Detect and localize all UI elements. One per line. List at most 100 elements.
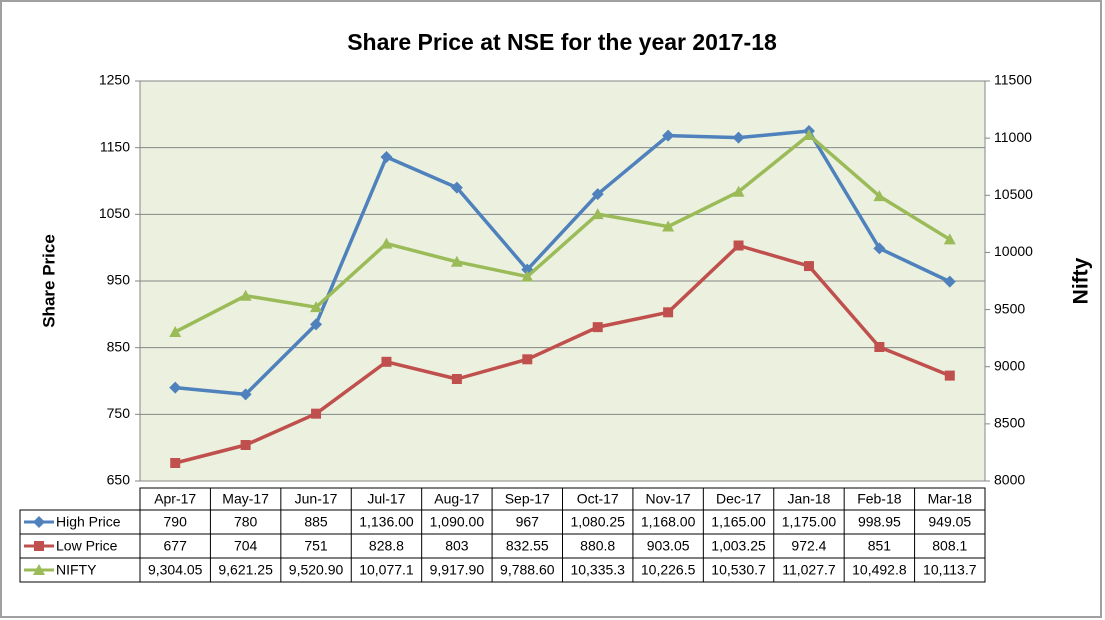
table-value: 780 — [234, 514, 258, 530]
x-tick-label: May-17 — [222, 491, 269, 507]
table-value: 704 — [234, 538, 258, 554]
marker — [592, 322, 603, 333]
y-tick-label: 950 — [107, 272, 131, 288]
table-value: 1,168.00 — [641, 514, 696, 530]
marker — [239, 289, 252, 301]
table-value: 949.05 — [928, 514, 971, 530]
marker — [873, 242, 886, 255]
y2-tick-label: 8500 — [994, 415, 1025, 431]
table-value: 751 — [304, 538, 328, 554]
x-tick-label: Sep-17 — [505, 491, 550, 507]
y-tick-label: 750 — [107, 405, 131, 421]
y2-tick-label: 9000 — [994, 357, 1025, 373]
y-tick-label: 650 — [107, 472, 131, 488]
legend-label: NIFTY — [56, 562, 97, 578]
marker — [521, 270, 534, 282]
legend-label: Low Price — [56, 538, 118, 554]
marker — [450, 255, 463, 267]
marker — [944, 370, 955, 381]
marker — [34, 541, 44, 551]
marker — [170, 458, 181, 468]
legend-label: High Price — [56, 514, 121, 530]
marker — [943, 275, 956, 288]
table-value: 967 — [516, 514, 540, 530]
table-value: 972.4 — [791, 538, 826, 554]
y2-tick-label: 8000 — [994, 472, 1025, 488]
x-tick-label: Jun-17 — [295, 491, 338, 507]
marker — [803, 261, 814, 272]
y2-axis-title: Nifty — [1070, 257, 1093, 304]
marker — [239, 388, 252, 401]
marker — [169, 325, 182, 337]
table-value: 885 — [304, 514, 328, 530]
y-tick-label: 1250 — [99, 72, 130, 88]
table-value: 677 — [164, 538, 188, 554]
table-value: 803 — [445, 538, 469, 554]
y2-tick-label: 10000 — [994, 243, 1033, 259]
y-tick-label: 850 — [107, 338, 131, 354]
table-value: 903.05 — [647, 538, 690, 554]
table-value: 9,917.90 — [430, 562, 485, 578]
table-value: 1,003.25 — [711, 538, 766, 554]
table-value: 828.8 — [369, 538, 404, 554]
marker — [873, 190, 886, 202]
marker — [380, 237, 393, 249]
marker — [662, 220, 675, 232]
table-value: 9,520.90 — [289, 562, 344, 578]
table-value: 851 — [868, 538, 892, 554]
marker — [33, 516, 45, 528]
table-value: 880.8 — [580, 538, 615, 554]
marker — [33, 564, 45, 575]
y2-tick-label: 10500 — [994, 186, 1033, 202]
table-value: 1,165.00 — [711, 514, 766, 530]
table-value: 9,304.05 — [148, 562, 203, 578]
table-value: 9,788.60 — [500, 562, 555, 578]
marker — [591, 208, 604, 220]
marker — [381, 356, 392, 367]
x-tick-label: Oct-17 — [577, 491, 619, 507]
x-tick-label: Apr-17 — [154, 491, 196, 507]
series-line — [174, 133, 951, 334]
series-line — [174, 243, 951, 465]
table-value: 832.55 — [506, 538, 549, 554]
marker — [310, 318, 323, 331]
table-value: 10,335.3 — [570, 562, 625, 578]
x-tick-label: Mar-18 — [928, 491, 973, 507]
x-tick-label: Dec-17 — [716, 491, 761, 507]
table-value: 10,530.7 — [711, 562, 766, 578]
marker — [663, 307, 674, 318]
marker — [311, 408, 322, 419]
marker — [450, 181, 463, 194]
table-value: 10,077.1 — [359, 562, 414, 578]
x-tick-label: Jul-17 — [367, 491, 405, 507]
x-tick-label: Jan-18 — [788, 491, 831, 507]
y2-tick-label: 9500 — [994, 300, 1025, 316]
marker — [380, 151, 393, 163]
series-line — [175, 129, 951, 397]
marker — [874, 342, 885, 352]
y2-tick-label: 11000 — [994, 129, 1032, 145]
table-value: 1,136.00 — [359, 514, 414, 530]
table-value: 10,113.7 — [923, 562, 977, 578]
table-value: 1,175.00 — [782, 514, 837, 530]
marker — [591, 188, 604, 201]
marker — [662, 129, 675, 142]
table-value: 998.95 — [858, 514, 901, 530]
marker — [943, 233, 956, 245]
marker — [169, 381, 182, 394]
table-value: 1,090.00 — [430, 514, 485, 530]
marker — [240, 440, 251, 450]
marker — [451, 374, 462, 384]
x-tick-label: Nov-17 — [646, 491, 691, 507]
marker — [522, 354, 533, 365]
y-tick-label: 1150 — [100, 138, 130, 154]
marker — [732, 185, 745, 197]
y-axis-title: Share Price — [39, 234, 58, 328]
x-tick-label: Aug-17 — [434, 491, 479, 507]
y2-tick-label: 11500 — [994, 72, 1032, 88]
marker — [733, 240, 744, 251]
chart-title: Share Price at NSE for the year 2017-18 — [347, 29, 777, 55]
table-value: 9,621.25 — [218, 562, 273, 578]
marker — [802, 128, 815, 140]
